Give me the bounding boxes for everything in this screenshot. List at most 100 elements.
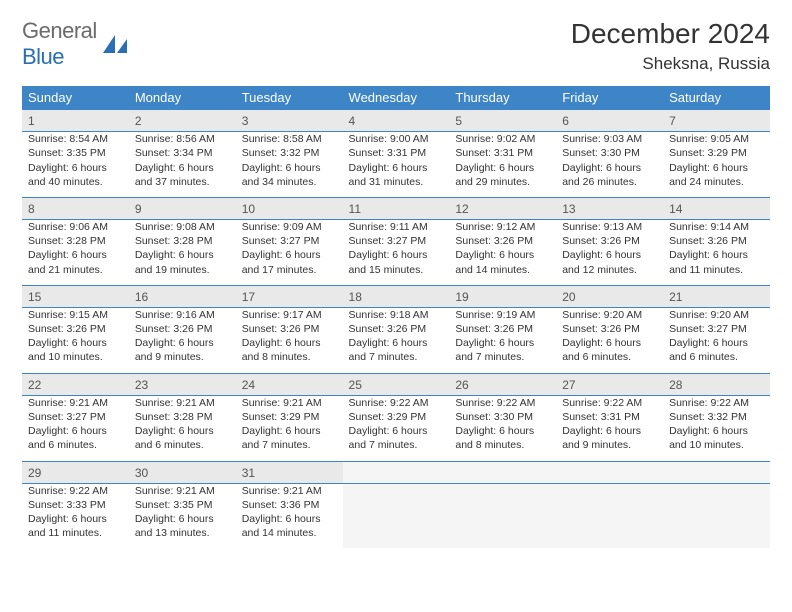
day-content-cell: Sunrise: 8:56 AMSunset: 3:34 PMDaylight:… [129,132,236,198]
daylight-line-1: Daylight: 6 hours [135,336,230,350]
sunrise-line: Sunrise: 9:17 AM [242,308,337,322]
day-content-cell: Sunrise: 9:06 AMSunset: 3:28 PMDaylight:… [22,220,129,286]
day-number-cell: 16 [129,285,236,307]
day-content-cell: Sunrise: 9:21 AMSunset: 3:27 PMDaylight:… [22,395,129,461]
daylight-line-2: and 6 minutes. [135,438,230,452]
sunrise-line: Sunrise: 9:21 AM [28,396,123,410]
day-number-cell: 26 [449,373,556,395]
daylight-line-2: and 6 minutes. [669,350,764,364]
sunset-line: Sunset: 3:31 PM [562,410,657,424]
logo-word-2: Blue [22,44,64,69]
daylight-line-2: and 10 minutes. [669,438,764,452]
daylight-line-2: and 9 minutes. [562,438,657,452]
daylight-line-1: Daylight: 6 hours [28,424,123,438]
daylight-line-1: Daylight: 6 hours [562,424,657,438]
daylight-line-2: and 31 minutes. [349,175,444,189]
sunset-line: Sunset: 3:33 PM [28,498,123,512]
sunrise-line: Sunrise: 9:02 AM [455,132,550,146]
sunset-line: Sunset: 3:28 PM [135,234,230,248]
day-content-cell [343,483,450,548]
day-number-cell: 19 [449,285,556,307]
week-row: Sunrise: 9:22 AMSunset: 3:33 PMDaylight:… [22,483,770,548]
day-number-cell: 6 [556,110,663,132]
sunrise-line: Sunrise: 9:21 AM [135,484,230,498]
daylight-line-2: and 26 minutes. [562,175,657,189]
daylight-line-2: and 37 minutes. [135,175,230,189]
sunset-line: Sunset: 3:30 PM [455,410,550,424]
day-content-cell: Sunrise: 8:58 AMSunset: 3:32 PMDaylight:… [236,132,343,198]
day-number-cell: 27 [556,373,663,395]
sunset-line: Sunset: 3:29 PM [242,410,337,424]
day-content-cell: Sunrise: 9:16 AMSunset: 3:26 PMDaylight:… [129,307,236,373]
sunset-line: Sunset: 3:35 PM [28,146,123,160]
sunset-line: Sunset: 3:32 PM [669,410,764,424]
sunset-line: Sunset: 3:26 PM [562,322,657,336]
day-content-cell: Sunrise: 9:18 AMSunset: 3:26 PMDaylight:… [343,307,450,373]
day-number-cell: 28 [663,373,770,395]
day-content-cell: Sunrise: 9:22 AMSunset: 3:29 PMDaylight:… [343,395,450,461]
sunrise-line: Sunrise: 9:03 AM [562,132,657,146]
day-content-cell [449,483,556,548]
daylight-line-1: Daylight: 6 hours [242,512,337,526]
day-number-cell: 11 [343,197,450,219]
daylight-line-1: Daylight: 6 hours [242,161,337,175]
daylight-line-2: and 21 minutes. [28,263,123,277]
sunrise-line: Sunrise: 9:14 AM [669,220,764,234]
sunset-line: Sunset: 3:30 PM [562,146,657,160]
day-content-cell: Sunrise: 9:11 AMSunset: 3:27 PMDaylight:… [343,220,450,286]
sunset-line: Sunset: 3:34 PM [135,146,230,160]
daylight-line-1: Daylight: 6 hours [455,161,550,175]
day-content-cell: Sunrise: 9:05 AMSunset: 3:29 PMDaylight:… [663,132,770,198]
title-block: December 2024 Sheksna, Russia [571,18,770,74]
sunset-line: Sunset: 3:28 PM [135,410,230,424]
sunrise-line: Sunrise: 9:09 AM [242,220,337,234]
calendar-table: Sunday Monday Tuesday Wednesday Thursday… [22,86,770,548]
sunset-line: Sunset: 3:26 PM [135,322,230,336]
day-number-cell: 14 [663,197,770,219]
day-number-cell: 22 [22,373,129,395]
day-content-cell: Sunrise: 9:21 AMSunset: 3:28 PMDaylight:… [129,395,236,461]
day-content-cell: Sunrise: 9:15 AMSunset: 3:26 PMDaylight:… [22,307,129,373]
month-title: December 2024 [571,18,770,50]
daynum-row: 15161718192021 [22,285,770,307]
daylight-line-2: and 12 minutes. [562,263,657,277]
day-number-cell: 9 [129,197,236,219]
daylight-line-1: Daylight: 6 hours [349,336,444,350]
daylight-line-1: Daylight: 6 hours [242,248,337,262]
sunrise-line: Sunrise: 9:22 AM [562,396,657,410]
sunset-line: Sunset: 3:26 PM [349,322,444,336]
sunset-line: Sunset: 3:27 PM [242,234,337,248]
sunrise-line: Sunrise: 8:58 AM [242,132,337,146]
daylight-line-1: Daylight: 6 hours [349,424,444,438]
sunrise-line: Sunrise: 9:21 AM [242,484,337,498]
sunrise-line: Sunrise: 9:20 AM [669,308,764,322]
sunset-line: Sunset: 3:26 PM [28,322,123,336]
hdr-thu: Thursday [449,86,556,110]
daylight-line-2: and 34 minutes. [242,175,337,189]
day-number-cell: 29 [22,461,129,483]
day-content-cell: Sunrise: 9:21 AMSunset: 3:36 PMDaylight:… [236,483,343,548]
day-number-cell: 3 [236,110,343,132]
day-content-cell: Sunrise: 9:13 AMSunset: 3:26 PMDaylight:… [556,220,663,286]
sunset-line: Sunset: 3:35 PM [135,498,230,512]
sunset-line: Sunset: 3:26 PM [455,234,550,248]
day-number-cell [343,461,450,483]
day-content-cell: Sunrise: 9:21 AMSunset: 3:29 PMDaylight:… [236,395,343,461]
daylight-line-1: Daylight: 6 hours [669,336,764,350]
sunrise-line: Sunrise: 9:18 AM [349,308,444,322]
daylight-line-1: Daylight: 6 hours [455,336,550,350]
sunset-line: Sunset: 3:27 PM [28,410,123,424]
hdr-sun: Sunday [22,86,129,110]
daylight-line-1: Daylight: 6 hours [669,161,764,175]
sunrise-line: Sunrise: 9:11 AM [349,220,444,234]
daylight-line-1: Daylight: 6 hours [562,161,657,175]
sunrise-line: Sunrise: 9:19 AM [455,308,550,322]
daylight-line-2: and 15 minutes. [349,263,444,277]
day-content-cell: Sunrise: 9:22 AMSunset: 3:31 PMDaylight:… [556,395,663,461]
day-number-cell: 31 [236,461,343,483]
daylight-line-2: and 13 minutes. [135,526,230,540]
day-content-cell: Sunrise: 9:00 AMSunset: 3:31 PMDaylight:… [343,132,450,198]
sunset-line: Sunset: 3:27 PM [349,234,444,248]
daylight-line-2: and 7 minutes. [349,438,444,452]
day-content-cell: Sunrise: 9:22 AMSunset: 3:33 PMDaylight:… [22,483,129,548]
